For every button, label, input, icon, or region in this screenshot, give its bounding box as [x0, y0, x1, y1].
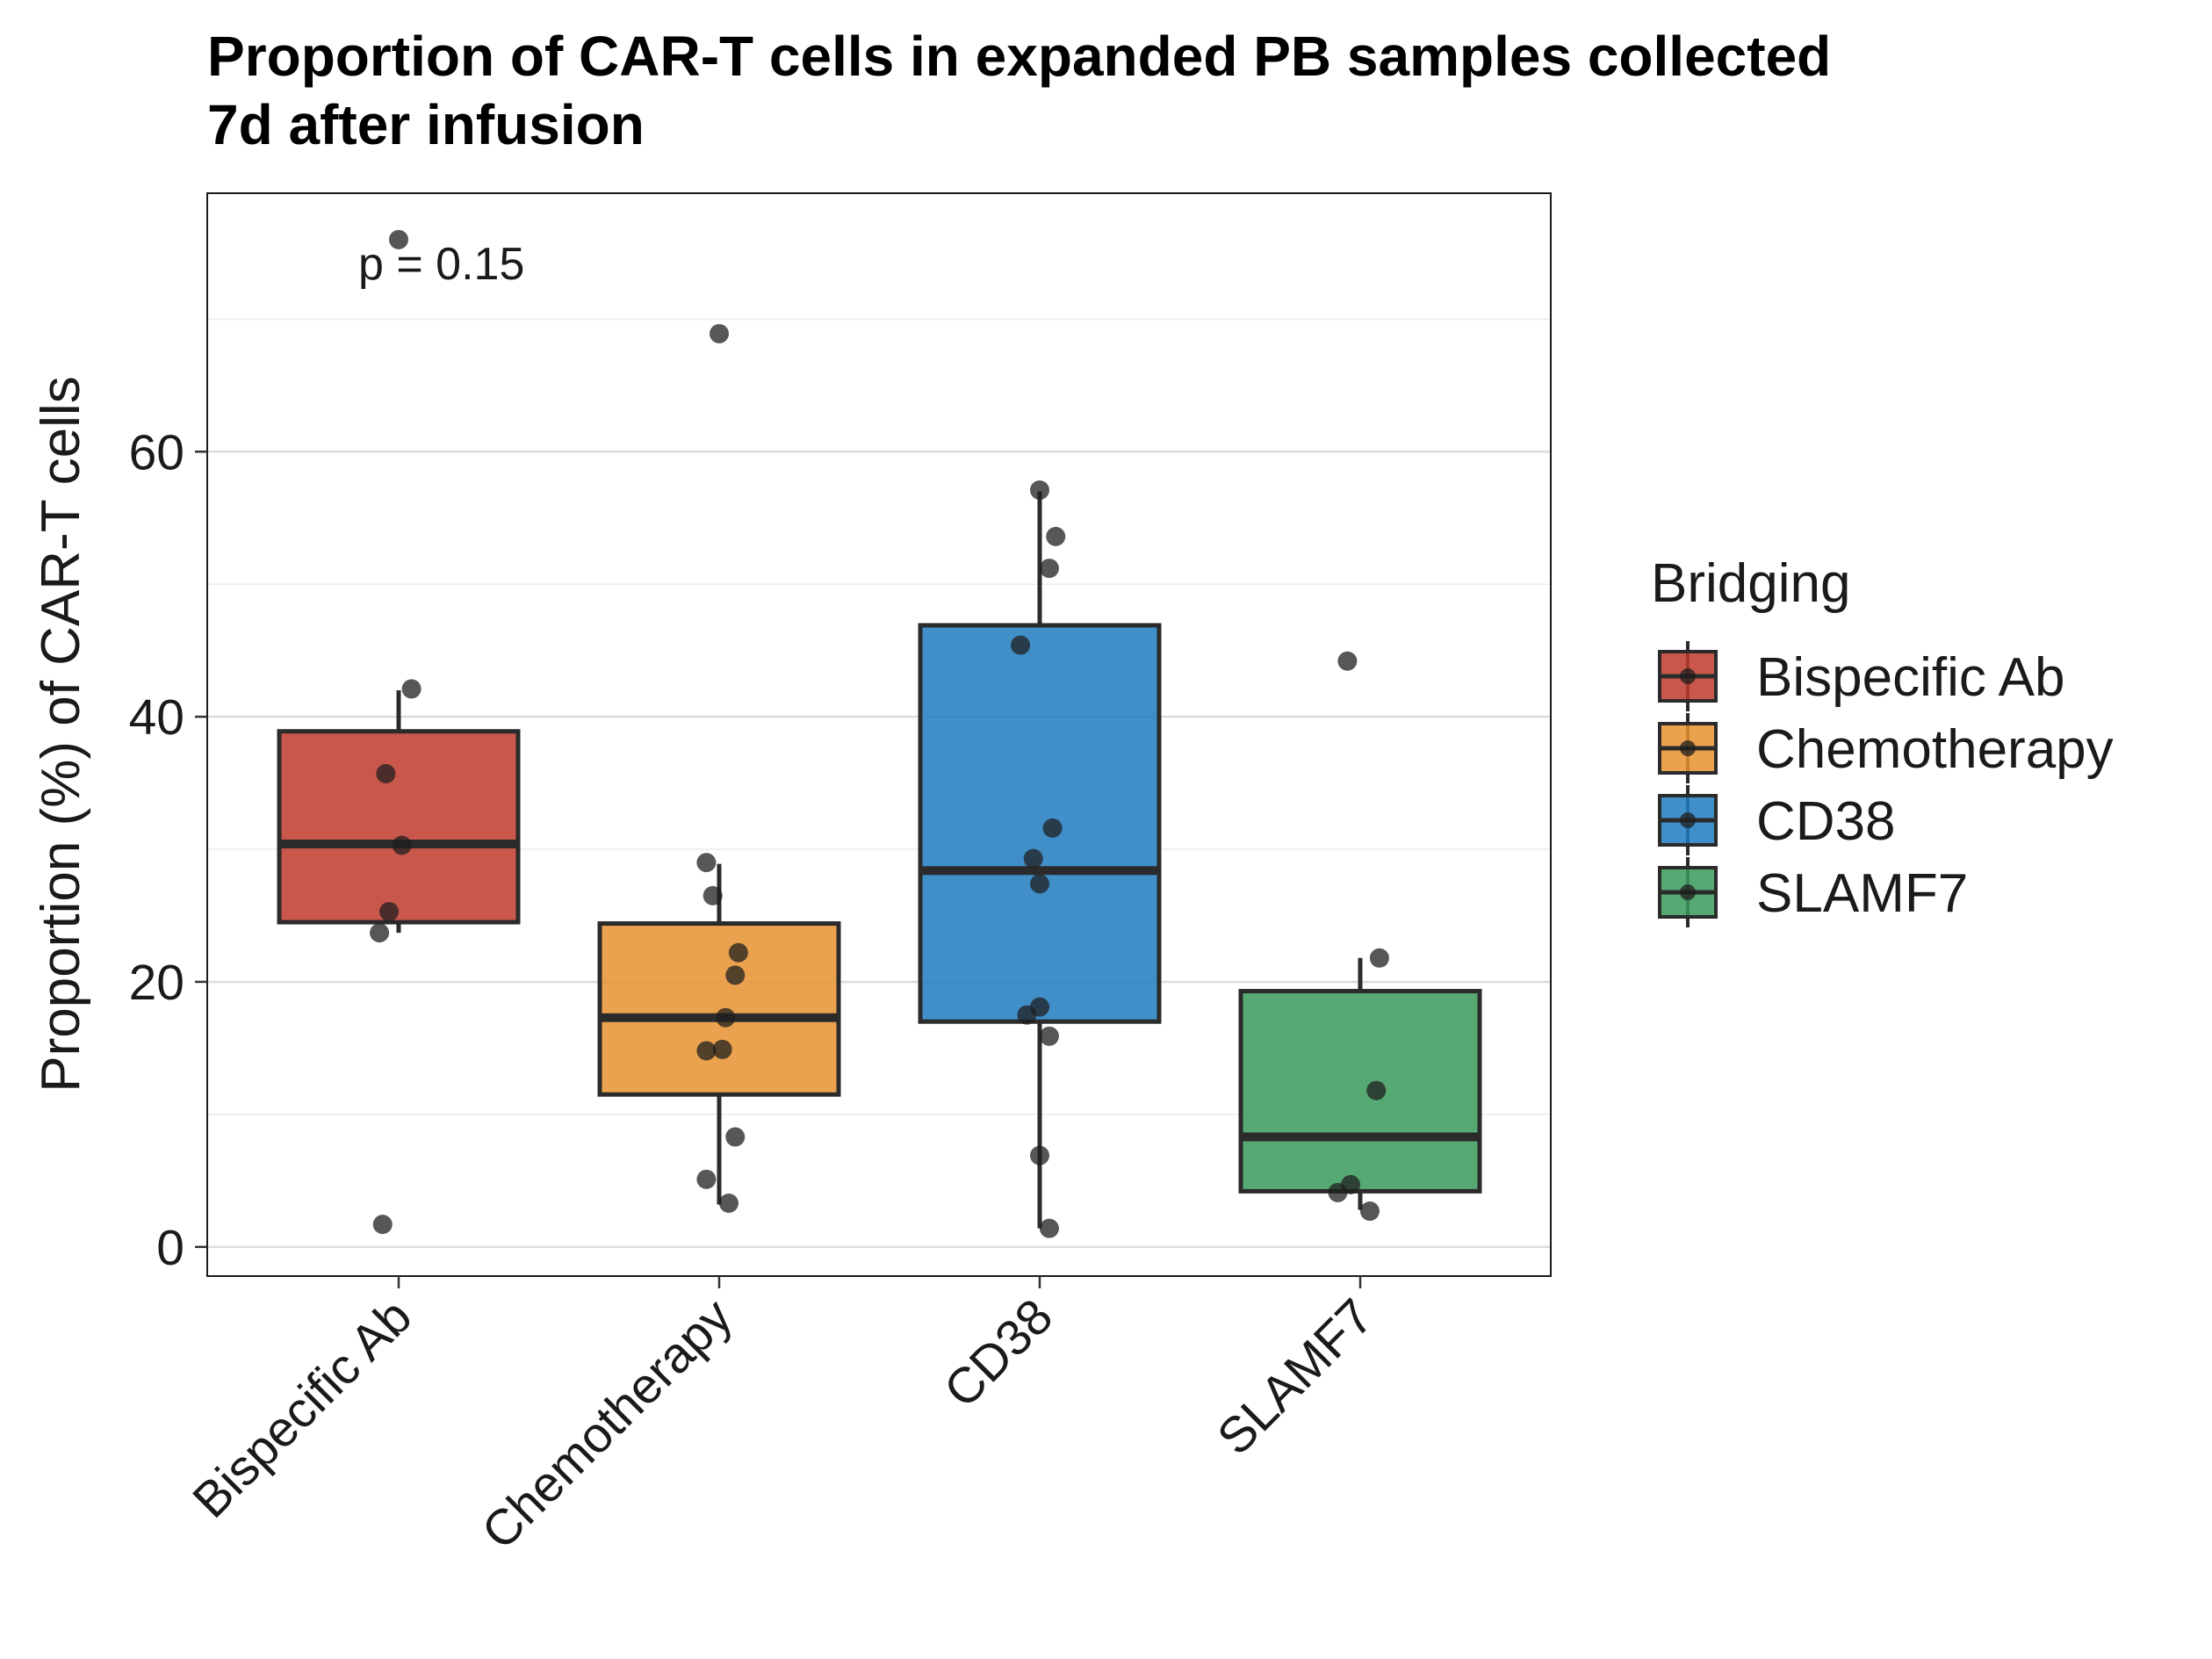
box-bispecific-ab [277, 689, 521, 934]
data-point [725, 965, 746, 985]
box-iqr [1238, 989, 1482, 1194]
legend: Bridging Bispecific Ab Chemotherapy CD38 SL… [1651, 553, 2114, 927]
y-tick-label: 40 [129, 689, 184, 746]
y-tick-label: 60 [129, 424, 184, 480]
data-point [1337, 651, 1358, 671]
legend-title: Bridging [1651, 553, 1850, 614]
legend-item-bispecific-ab: Bispecific Ab [1658, 641, 2065, 711]
data-point [718, 1193, 739, 1213]
x-tick-label-bispecific-ab: Bispecific Ab [182, 1288, 422, 1529]
x-tick-label-chemotherapy: Chemotherapy [472, 1288, 744, 1561]
data-point [1366, 1080, 1387, 1100]
chart-title-line-1: Proportion of CAR-T cells in expanded PB… [207, 25, 1831, 88]
box-slamf7 [1238, 957, 1482, 1210]
points-slamf7 [1328, 651, 1389, 1222]
legend-label: SLAMF7 [1756, 863, 1968, 924]
data-point [1011, 635, 1031, 655]
box-iqr [918, 623, 1162, 1024]
data-point [1369, 948, 1389, 968]
data-point [1046, 526, 1066, 546]
data-point [710, 323, 729, 343]
y-tick-label: 20 [129, 955, 184, 1011]
data-point [712, 1039, 732, 1059]
p-value-annotation: p = 0.15 [358, 239, 524, 290]
legend-key-point [1680, 884, 1696, 900]
data-point [716, 1007, 736, 1028]
box-cd38 [918, 491, 1162, 1229]
gridlines [207, 318, 1551, 1249]
data-point [728, 942, 748, 963]
y-tick-label: 0 [156, 1220, 184, 1276]
legend-item-slamf7: SLAMF7 [1658, 857, 1968, 927]
data-point [1030, 874, 1049, 894]
data-point [703, 885, 723, 905]
legend-key-point [1680, 812, 1696, 828]
plot-border [206, 192, 1552, 1277]
data-point [1039, 1026, 1059, 1046]
data-point [1039, 559, 1059, 579]
legend-item-chemotherapy: Chemotherapy [1658, 713, 2114, 783]
box-chemotherapy [597, 863, 841, 1205]
box-iqr [277, 729, 521, 925]
data-point [1030, 1145, 1049, 1165]
boxes [277, 491, 1482, 1229]
data-point [696, 1041, 717, 1061]
legend-item-cd38: CD38 [1658, 785, 1896, 855]
points-cd38 [1011, 480, 1066, 1238]
data-point [1039, 1218, 1059, 1238]
legend-label: Chemotherapy [1756, 719, 2114, 780]
y-axis-label: Proportion (%) of CAR-T cells [31, 376, 91, 1092]
data-points [370, 229, 1389, 1238]
data-point [1030, 480, 1049, 501]
data-point [1359, 1201, 1380, 1222]
data-point [1042, 818, 1063, 838]
data-point [696, 1169, 717, 1189]
plot-area [206, 192, 1552, 1277]
data-point [376, 764, 396, 784]
x-tick-label-cd38: CD38 [933, 1288, 1063, 1418]
data-point [725, 1127, 746, 1147]
legend-key-point [1680, 668, 1696, 684]
legend-label: CD38 [1756, 791, 1896, 852]
y-axis: 0 20 40 60 [129, 424, 207, 1276]
data-point [379, 901, 400, 921]
legend-key-point [1680, 740, 1696, 756]
chart-title-line-2: 7d after infusion [207, 93, 645, 156]
data-point [392, 835, 412, 855]
data-point [401, 679, 422, 699]
data-point [370, 923, 390, 943]
legend-label: Bispecific Ab [1756, 647, 2065, 708]
data-point [696, 853, 717, 873]
x-axis: Bispecific Ab Chemotherapy CD38 SLAMF7 [182, 1276, 1384, 1561]
points-bispecific-ab [370, 229, 422, 1235]
data-point [1328, 1182, 1348, 1202]
points-chemotherapy [696, 323, 748, 1213]
data-point [372, 1215, 393, 1235]
data-point [1017, 1005, 1037, 1025]
data-point [1023, 848, 1043, 869]
box-iqr [597, 921, 841, 1097]
data-point [389, 229, 408, 249]
x-tick-label-slamf7: SLAMF7 [1207, 1288, 1384, 1466]
